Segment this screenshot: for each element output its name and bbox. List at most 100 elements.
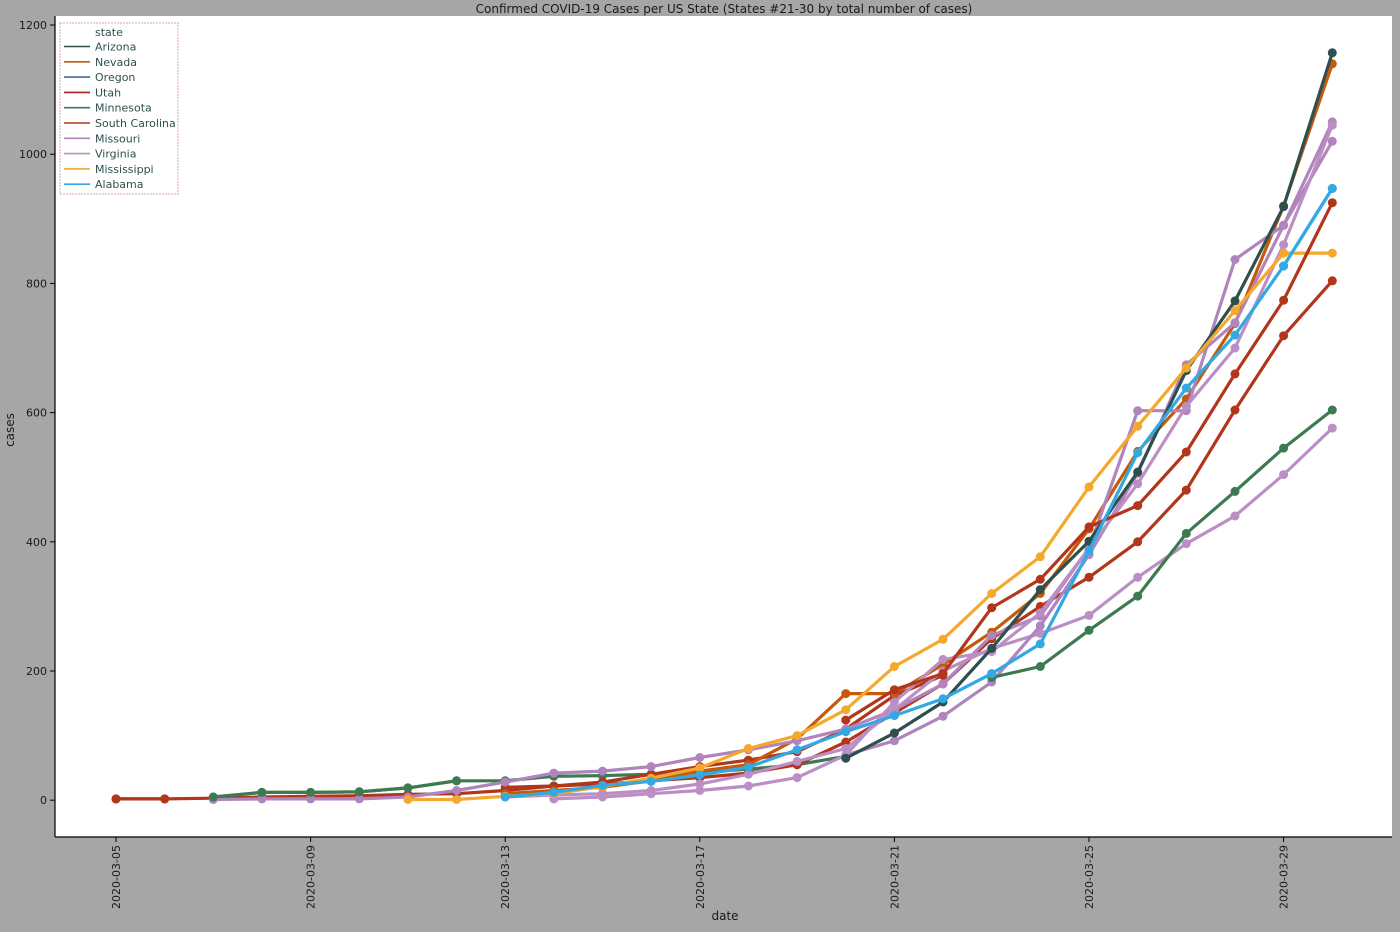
data-point [1181,401,1191,411]
data-point [938,634,948,644]
data-point [160,794,170,804]
legend-title: state [95,26,123,39]
data-point [841,753,851,763]
data-point [354,794,364,804]
series-line [503,186,1334,799]
data-point [938,679,948,689]
data-point [1327,48,1337,58]
data-point [1327,136,1337,146]
data-point [1035,574,1045,584]
data-point [1084,625,1094,635]
data-point [695,753,705,762]
data-point [208,792,218,802]
series-minnesota [208,405,1337,802]
data-point [938,711,948,721]
data-point [889,685,899,695]
data-point [111,794,121,804]
data-point [1035,552,1045,562]
legend-label: Alabama [95,178,144,191]
data-point [452,786,462,795]
x-axis-label: date [711,909,738,923]
series-line [990,408,1334,680]
data-point [1327,248,1337,258]
data-point [695,779,705,789]
y-axis-label: cases [3,413,17,447]
data-point [743,769,753,779]
data-point [646,789,656,799]
data-point [1133,467,1143,477]
data-point [792,731,802,741]
x-tick-label: 2020-03-13 [499,845,512,909]
series-lines [111,48,1337,804]
data-point [1279,248,1289,258]
data-point [1230,318,1240,328]
y-tick-label: 800 [26,277,47,290]
data-point [1327,423,1337,433]
data-point [1327,120,1337,130]
data-point [1035,639,1045,649]
series-line [503,426,1334,799]
x-tick-label: 2020-03-25 [1083,845,1096,909]
data-point [306,787,316,797]
data-point [1084,546,1094,556]
series-alabama [500,184,1337,802]
data-point [695,763,705,773]
data-point [889,736,899,746]
data-point [1327,184,1337,193]
plot-background [55,16,1392,837]
data-point [403,795,413,804]
data-point [1084,610,1094,620]
data-point [695,786,705,795]
data-point [1133,572,1143,582]
data-point [1230,296,1240,306]
legend-label: Arizona [95,41,136,54]
data-point [257,794,267,804]
data-point [743,781,753,791]
data-point [646,776,656,786]
data-point [987,631,997,640]
data-point [1327,276,1337,286]
data-point [452,776,462,786]
data-point [938,669,948,679]
legend-label: Utah [95,86,121,99]
data-point [598,792,607,802]
y-tick-label: 0 [40,794,47,807]
line-trace [549,120,1337,804]
x-tick-label: 2020-03-29 [1278,845,1291,909]
legend-label: Oregon [95,71,135,84]
data-point [1230,255,1240,264]
data-point [1133,537,1143,547]
data-point [987,589,997,598]
data-point [1035,585,1045,595]
data-point [1230,369,1240,379]
data-point [841,689,851,699]
legend-label: South Carolina [95,117,176,130]
data-point [841,715,851,725]
data-point [1035,662,1045,671]
legend-label: Missouri [95,132,140,145]
x-tick-label: 2020-03-09 [305,845,318,909]
data-point [1327,198,1337,208]
axes: 0 200 400 600 800 1000 1200 2020-03-05 2020-03-0… [19,16,1392,909]
data-point [549,787,559,797]
y-tick-label: 1000 [19,148,47,161]
data-point [1230,343,1240,353]
legend-label: Virginia [95,148,136,161]
data-point [1035,608,1045,618]
data-point [598,766,607,776]
data-point [1181,528,1191,538]
data-point [452,795,462,804]
data-point [889,728,899,738]
data-point [792,773,802,783]
data-point [403,783,413,793]
data-point [792,745,802,755]
data-point [1279,202,1289,212]
data-point [1230,511,1240,521]
data-point [1084,482,1094,492]
data-point [987,603,997,613]
data-point [1230,306,1240,316]
y-tick-label: 1200 [19,19,47,32]
data-point [938,694,948,704]
data-point [1133,448,1143,458]
